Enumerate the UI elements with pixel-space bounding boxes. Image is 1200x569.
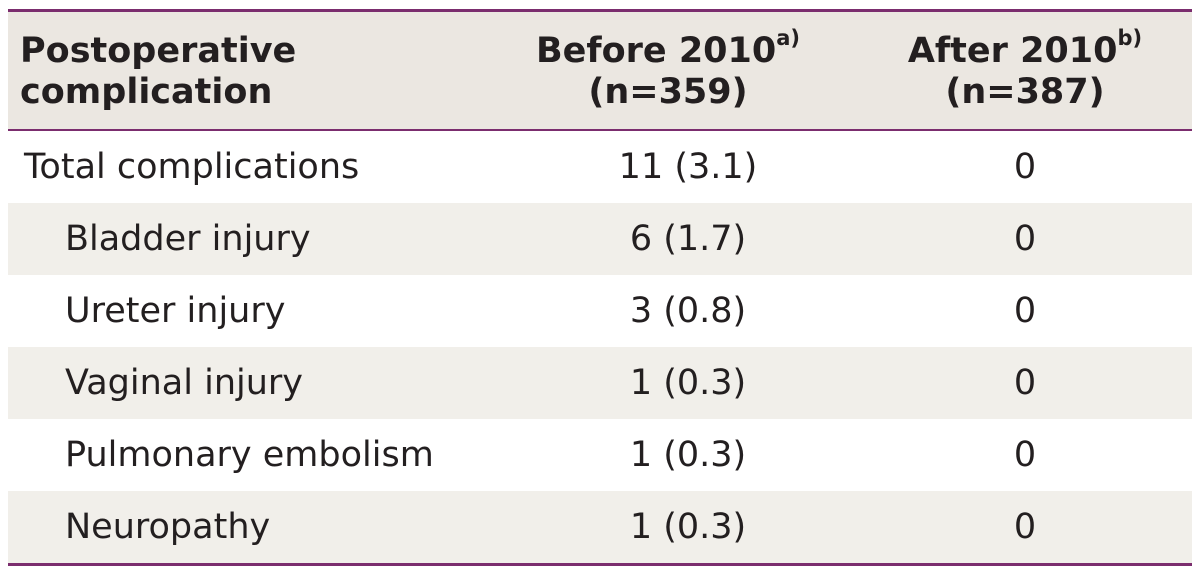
header-col1-line2: complication — [20, 72, 273, 112]
header-after-2010: After 2010b) (n=387) — [860, 28, 1190, 113]
row-after-value: 0 — [1013, 435, 1037, 475]
header-postoperative-complication: Postoperative complication — [20, 31, 440, 113]
row-before-value: 6 (1.7) — [629, 219, 747, 259]
row-before-value: 1 (0.3) — [629, 507, 747, 547]
row-after-value: 0 — [1013, 147, 1037, 187]
row-after-value: 0 — [1013, 507, 1037, 547]
row-after-value: 0 — [1013, 363, 1037, 403]
table-row-vaginal-injury: Vaginal injury 1 (0.3) 0 — [8, 347, 1192, 419]
header-col3-line1: After 2010 — [907, 31, 1118, 71]
table-row-pulmonary-embolism: Pulmonary embolism 1 (0.3) 0 — [8, 419, 1192, 491]
header-col3-line2: (n=387) — [945, 72, 1105, 112]
row-before-value: 1 (0.3) — [629, 435, 747, 475]
header-col2-line2: (n=359) — [588, 72, 748, 112]
table-row-ureter-injury: Ureter injury 3 (0.8) 0 — [8, 275, 1192, 347]
header-before-2010: Before 2010a) (n=359) — [478, 28, 858, 113]
table-row-bladder-injury: Bladder injury 6 (1.7) 0 — [8, 203, 1192, 275]
row-before-value: 11 (3.1) — [618, 147, 758, 187]
header-col3-footnote: b) — [1117, 26, 1143, 51]
row-label: Pulmonary embolism — [65, 435, 434, 475]
row-after-value: 0 — [1013, 291, 1037, 331]
row-before-value: 1 (0.3) — [629, 363, 747, 403]
complications-table: Postoperative complication Before 2010a)… — [8, 9, 1192, 566]
header-col1-line1: Postoperative — [20, 31, 297, 71]
row-after-value: 0 — [1013, 219, 1037, 259]
header-col2-footnote: a) — [776, 26, 801, 51]
row-label: Total complications — [24, 147, 360, 187]
table-row-total-complications: Total complications 11 (3.1) 0 — [8, 131, 1192, 203]
row-label: Ureter injury — [65, 291, 286, 331]
header-col2-line1: Before 2010 — [535, 31, 777, 71]
row-label: Neuropathy — [65, 507, 271, 547]
row-label: Bladder injury — [65, 219, 311, 259]
row-before-value: 3 (0.8) — [629, 291, 747, 331]
table-header: Postoperative complication Before 2010a)… — [8, 12, 1192, 131]
table-row-neuropathy: Neuropathy 1 (0.3) 0 — [8, 491, 1192, 563]
row-label: Vaginal injury — [65, 363, 304, 403]
